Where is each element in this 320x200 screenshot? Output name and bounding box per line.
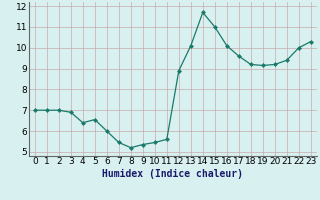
X-axis label: Humidex (Indice chaleur): Humidex (Indice chaleur) [102,169,243,179]
